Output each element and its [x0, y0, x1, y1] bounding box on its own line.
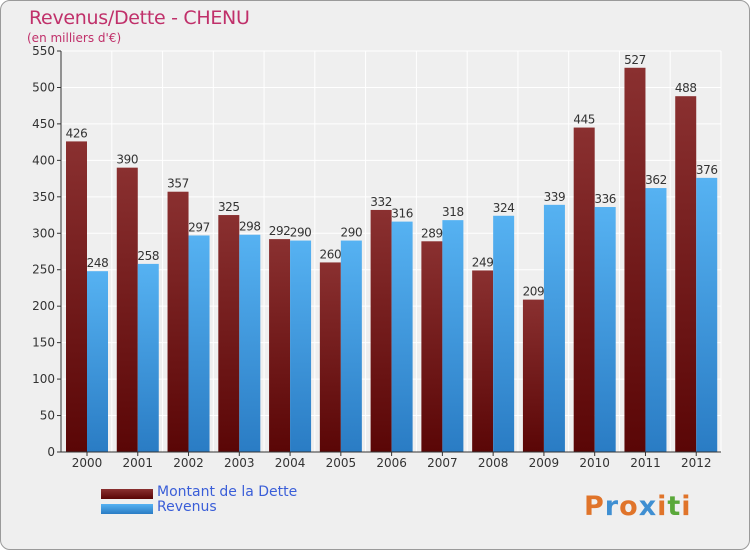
logo-letter: r	[604, 491, 620, 522]
bar-revenus	[493, 215, 515, 452]
proxiti-logo: Proxiti	[584, 491, 692, 522]
data-label: 260	[319, 247, 341, 261]
data-label: 445	[573, 113, 595, 127]
bar-revenus	[594, 207, 616, 452]
x-tick-label: 2001	[122, 456, 153, 470]
data-label: 325	[218, 200, 240, 214]
bar-dette	[167, 191, 189, 452]
logo-letter: x	[638, 491, 658, 522]
y-tick-label: 150	[32, 336, 55, 350]
logo-letter: i	[681, 491, 692, 522]
bar-revenus	[340, 240, 362, 452]
data-label: 339	[544, 190, 566, 204]
y-tick-label: 550	[32, 44, 55, 58]
legend-label-revenus: Revenus	[157, 499, 217, 515]
data-label: 209	[523, 285, 545, 299]
x-tick-label: 2002	[173, 456, 204, 470]
data-label: 258	[137, 249, 159, 263]
data-label: 324	[493, 201, 515, 215]
data-label: 488	[675, 81, 697, 95]
y-tick-label: 200	[32, 299, 55, 313]
y-tick-label: 300	[32, 226, 55, 240]
x-tick-label: 2004	[275, 456, 306, 470]
bar-dette	[370, 209, 392, 452]
bar-dette	[269, 239, 291, 452]
bar-revenus	[239, 234, 261, 452]
x-tick-label: 2008	[478, 456, 509, 470]
data-label: 357	[167, 177, 189, 191]
bar-dette	[319, 262, 341, 452]
legend-swatch-revenus	[101, 504, 153, 514]
data-label: 249	[472, 255, 494, 269]
data-label: 527	[624, 53, 646, 67]
legend-swatch-debt	[101, 489, 153, 499]
data-label: 292	[269, 224, 291, 238]
x-tick-label: 2006	[376, 456, 407, 470]
data-label: 332	[370, 195, 392, 209]
bar-revenus	[543, 204, 565, 452]
y-tick-label: 0	[47, 445, 55, 459]
bar-dette	[218, 215, 240, 452]
data-label: 290	[340, 226, 362, 240]
x-tick-label: 2003	[224, 456, 255, 470]
x-tick-label: 2011	[630, 456, 661, 470]
logo-letter: P	[584, 491, 605, 522]
bar-dette	[522, 299, 544, 452]
bar-dette	[472, 270, 494, 452]
y-tick-label: 500	[32, 80, 55, 94]
y-tick-label: 450	[32, 117, 55, 131]
bar-revenus	[188, 235, 210, 452]
data-label: 426	[66, 126, 88, 140]
x-tick-label: 2007	[427, 456, 458, 470]
bar-revenus	[137, 263, 159, 452]
bar-dette	[66, 141, 87, 452]
data-label: 318	[442, 205, 464, 219]
x-tick-label: 2000	[72, 456, 103, 470]
data-label: 316	[391, 207, 413, 221]
data-label: 289	[421, 226, 443, 240]
data-label: 390	[116, 153, 138, 167]
y-tick-label: 400	[32, 153, 55, 167]
bar-revenus	[87, 271, 108, 452]
bar-dette	[116, 167, 138, 452]
bar-dette	[675, 96, 697, 452]
logo-letter: o	[619, 491, 639, 522]
bar-revenus	[696, 177, 718, 452]
data-label: 336	[594, 192, 616, 206]
x-tick-label: 2010	[579, 456, 610, 470]
axis-layer: 0 50 100 150 200 250 300 350 400 450 500 550 2000 200…	[32, 44, 721, 470]
bar-revenus	[290, 240, 312, 452]
bar-dette	[573, 127, 595, 453]
y-tick-label: 250	[32, 263, 55, 277]
chart-title: Revenus/Dette - CHENU	[29, 7, 250, 29]
bar-dette	[421, 241, 443, 452]
legend-label-debt: Montant de la Dette	[157, 484, 298, 500]
x-tick-label: 2012	[681, 456, 712, 470]
bars-layer	[66, 67, 718, 453]
data-label: 376	[696, 163, 718, 177]
y-tick-label: 350	[32, 190, 55, 204]
x-tick-label: 2005	[326, 456, 357, 470]
logo-letter: i	[657, 491, 668, 522]
bar-revenus	[391, 221, 413, 452]
bar-revenus	[442, 220, 464, 452]
y-tick-label: 100	[32, 372, 55, 386]
data-label: 248	[87, 256, 109, 270]
x-tick-label: 2009	[529, 456, 560, 470]
logo-letter: t	[667, 491, 682, 522]
data-label: 298	[239, 220, 261, 234]
chart-subtitle: (en milliers d'€)	[27, 31, 122, 45]
data-label: 297	[188, 220, 210, 234]
data-label: 362	[645, 173, 667, 187]
bar-dette	[624, 67, 646, 452]
bar-revenus	[645, 188, 667, 452]
y-tick-label: 50	[40, 409, 55, 423]
data-label: 290	[290, 226, 312, 240]
